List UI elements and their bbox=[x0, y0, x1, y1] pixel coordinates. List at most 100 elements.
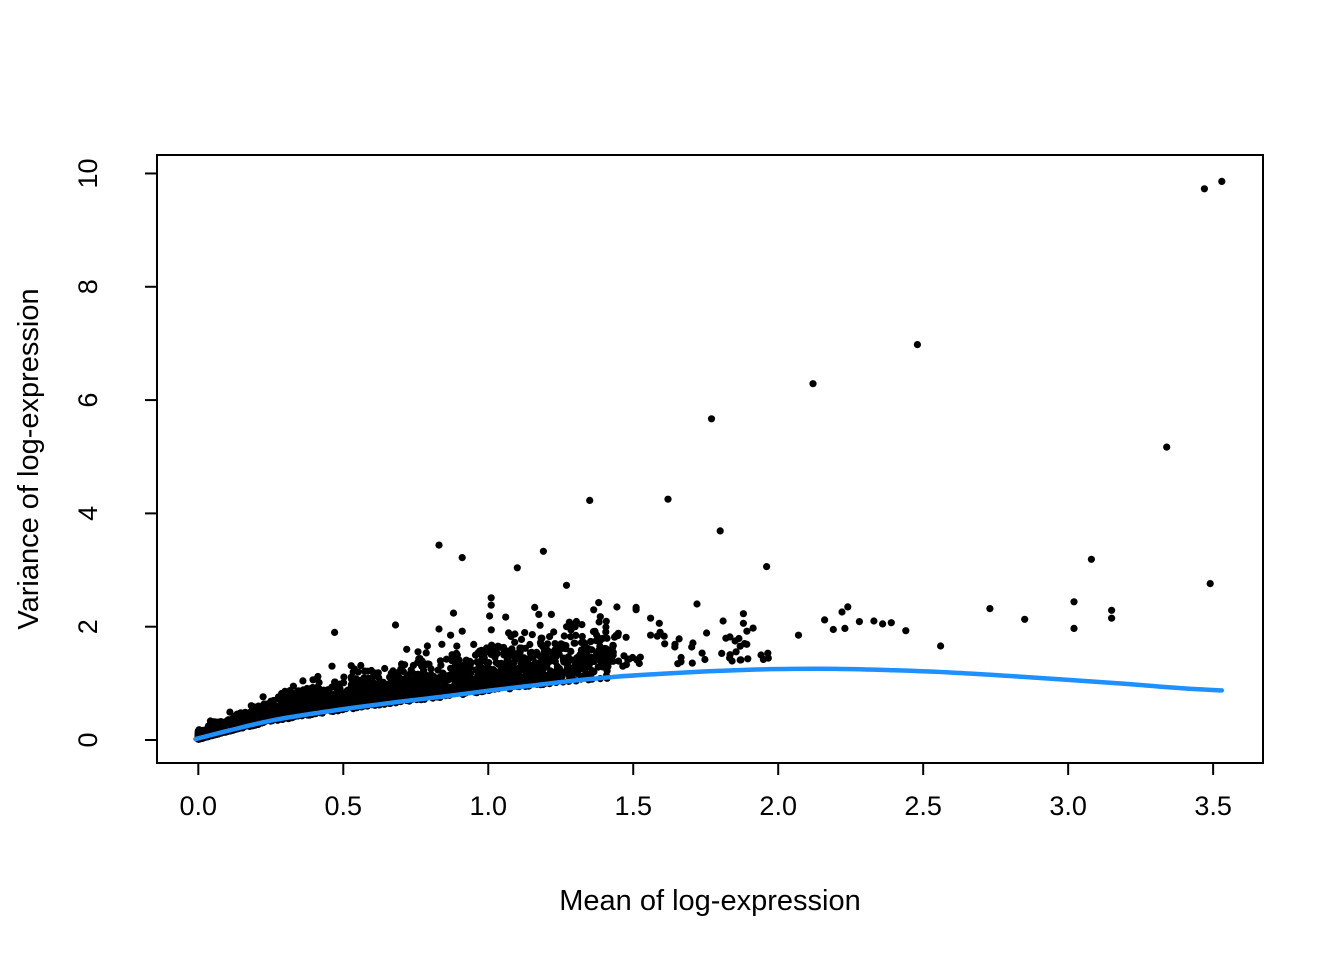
data-point bbox=[455, 656, 463, 664]
data-point bbox=[703, 629, 711, 637]
data-point bbox=[480, 654, 488, 662]
data-point bbox=[602, 647, 610, 656]
data-point bbox=[521, 629, 529, 637]
data-point bbox=[563, 660, 572, 668]
data-point bbox=[508, 668, 516, 676]
trend-curve bbox=[193, 666, 1225, 742]
data-point bbox=[470, 640, 478, 649]
data-point bbox=[674, 660, 682, 668]
data-point bbox=[427, 670, 435, 679]
data-point bbox=[429, 678, 437, 686]
data-point bbox=[732, 648, 740, 656]
data-point bbox=[211, 724, 219, 732]
scatter-points-layer bbox=[194, 177, 1226, 743]
data-point bbox=[409, 670, 418, 678]
data-point bbox=[580, 639, 588, 647]
data-point bbox=[596, 642, 604, 650]
data-point bbox=[547, 610, 556, 619]
data-point bbox=[701, 655, 709, 664]
data-point bbox=[535, 659, 543, 667]
data-point bbox=[283, 691, 291, 699]
data-point bbox=[536, 621, 544, 629]
data-point bbox=[731, 637, 739, 645]
data-point bbox=[364, 667, 372, 675]
data-point bbox=[586, 496, 594, 504]
data-point bbox=[336, 688, 344, 696]
data-point bbox=[572, 631, 580, 640]
data-point bbox=[419, 676, 427, 684]
data-point bbox=[226, 708, 234, 716]
data-point bbox=[309, 676, 317, 684]
data-point bbox=[299, 677, 307, 685]
data-point bbox=[571, 662, 579, 670]
data-point bbox=[887, 619, 895, 627]
data-point bbox=[591, 627, 599, 636]
data-point bbox=[531, 603, 539, 612]
data-point bbox=[1021, 615, 1029, 623]
plot-box-border bbox=[156, 154, 1264, 764]
data-point bbox=[555, 666, 564, 674]
data-point bbox=[511, 655, 519, 664]
data-point bbox=[716, 527, 724, 535]
data-point bbox=[513, 564, 521, 572]
y-tick-label: 10 bbox=[73, 158, 103, 188]
data-point bbox=[614, 632, 622, 640]
data-point bbox=[396, 674, 404, 682]
data-point bbox=[466, 663, 474, 671]
y-axis-title: Variance of log-expression bbox=[13, 288, 45, 629]
data-point bbox=[619, 662, 627, 670]
x-tick-label: 2.0 bbox=[759, 791, 797, 821]
data-point bbox=[520, 666, 528, 674]
y-tick-label: 0 bbox=[73, 732, 103, 747]
data-point bbox=[590, 668, 598, 676]
data-point bbox=[736, 642, 744, 650]
data-point bbox=[555, 673, 563, 681]
data-point bbox=[307, 693, 315, 701]
data-point bbox=[309, 683, 317, 692]
data-point bbox=[362, 692, 370, 700]
data-point bbox=[510, 650, 519, 658]
data-point bbox=[677, 653, 685, 662]
data-point bbox=[525, 655, 533, 663]
data-point bbox=[1108, 614, 1116, 622]
data-point bbox=[404, 674, 412, 682]
data-point bbox=[838, 608, 846, 616]
data-point bbox=[879, 620, 887, 628]
data-point bbox=[1206, 580, 1214, 588]
data-point bbox=[443, 655, 451, 663]
data-point bbox=[390, 680, 398, 688]
data-point bbox=[399, 667, 407, 676]
data-point bbox=[664, 495, 672, 503]
data-point bbox=[420, 666, 428, 674]
x-tick-label: 1.0 bbox=[469, 791, 507, 821]
data-point bbox=[587, 658, 595, 666]
data-point bbox=[414, 683, 422, 691]
data-point bbox=[375, 674, 383, 682]
data-point bbox=[487, 601, 495, 609]
data-point bbox=[647, 614, 655, 622]
data-point bbox=[559, 654, 567, 662]
data-point bbox=[749, 624, 757, 632]
data-point bbox=[603, 667, 611, 675]
data-point bbox=[430, 689, 438, 697]
x-tick-label: 1.5 bbox=[614, 791, 652, 821]
data-point bbox=[602, 617, 610, 625]
data-point bbox=[613, 603, 621, 611]
data-point bbox=[535, 610, 543, 619]
data-point bbox=[508, 678, 516, 686]
data-point bbox=[296, 694, 304, 703]
data-point bbox=[363, 685, 371, 693]
data-point bbox=[624, 655, 632, 664]
data-point bbox=[340, 673, 348, 681]
data-point bbox=[986, 605, 994, 613]
data-point bbox=[1163, 443, 1171, 451]
data-point bbox=[492, 659, 500, 667]
x-axis-ticks: 0.0 0.5 1.0 1.5 2.0 2.5 3.0 3.5 bbox=[180, 763, 1232, 821]
data-point bbox=[603, 634, 611, 642]
data-point bbox=[596, 613, 604, 621]
data-point bbox=[316, 700, 324, 708]
data-point bbox=[568, 667, 576, 676]
data-point bbox=[571, 623, 579, 631]
data-point bbox=[332, 684, 340, 692]
